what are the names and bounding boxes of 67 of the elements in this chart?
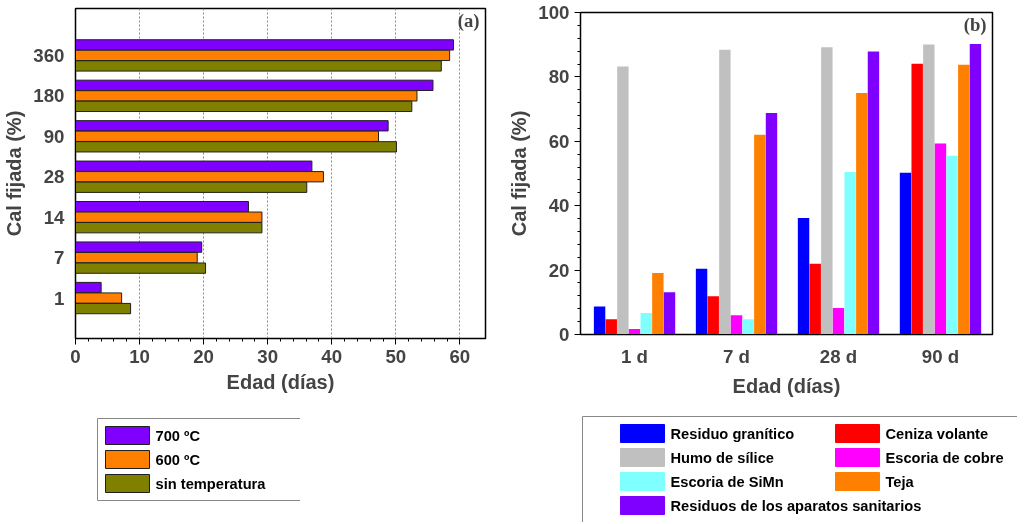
y-tick-label: 80 — [548, 66, 570, 88]
x-tick-label: 40 — [321, 345, 343, 367]
legend-label: 600 ºC — [155, 451, 201, 468]
bar — [765, 112, 778, 335]
x-tick-label: 30 — [257, 345, 279, 367]
x-tick-label: 90 d — [921, 345, 960, 367]
bar — [923, 44, 935, 335]
x-tick-label: 10 — [129, 345, 150, 367]
bar — [797, 217, 810, 335]
annotation: (a) — [457, 9, 480, 32]
x-tick-label: 28 d — [819, 345, 858, 367]
legend-label: Escoria de cobre — [885, 449, 1004, 466]
y-tick-label: 0 — [559, 324, 570, 345]
bar — [663, 292, 676, 335]
x-axis-title: Edad (días) — [732, 374, 841, 397]
bar — [856, 93, 868, 335]
bar — [958, 64, 970, 335]
y-tick-label: 40 — [548, 195, 570, 217]
bar — [719, 49, 731, 335]
bar — [832, 308, 845, 335]
legend-label: Ceniza volante — [885, 425, 989, 442]
bar — [821, 47, 833, 335]
bar — [593, 306, 606, 335]
bar — [640, 312, 652, 335]
y-tick-label: 360 — [33, 44, 65, 66]
x-tick-label: 50 — [385, 345, 407, 367]
y-tick-label: 100 — [538, 2, 570, 23]
y-tick-label: 180 — [33, 85, 65, 107]
y-tick-label: 28 — [43, 166, 65, 188]
legend-label: Escoria de SiMn — [670, 473, 784, 490]
bar — [730, 315, 743, 335]
y-tick-label: 7 — [54, 247, 65, 269]
x-tick-label: 7 d — [723, 345, 751, 367]
bar — [617, 66, 629, 335]
y-tick-label: 1 — [54, 287, 65, 309]
legend-label: Humo de sílice — [670, 449, 774, 466]
bar — [809, 263, 821, 335]
bar — [911, 63, 923, 335]
x-tick-label: 60 — [449, 345, 471, 367]
legend-label: Residuo granítico — [670, 425, 795, 442]
bar — [605, 319, 617, 335]
y-tick-label: 20 — [548, 259, 570, 281]
bar — [899, 172, 912, 335]
y-tick-label: 90 — [43, 125, 65, 147]
bar — [707, 296, 719, 335]
y-tick-label: 60 — [548, 130, 570, 152]
bar — [652, 273, 664, 335]
x-tick-label: 0 — [70, 345, 81, 367]
y-axis-title: Cal fijada (%) — [508, 110, 531, 237]
legend-label: Teja — [885, 473, 915, 490]
annotation: (b) — [963, 13, 987, 36]
bar — [934, 143, 947, 335]
bar — [695, 268, 708, 335]
legend-label: 700 ºC — [155, 427, 201, 444]
bar — [742, 319, 754, 335]
bar — [946, 155, 958, 335]
x-axis-title: Edad (días) — [226, 370, 335, 393]
bar — [969, 44, 982, 335]
bar — [867, 51, 880, 335]
bar — [754, 134, 766, 335]
y-axis-title: Cal fijada (%) — [3, 110, 26, 237]
x-tick-label: 1 d — [621, 345, 649, 367]
bar — [844, 171, 856, 335]
y-tick-label: 14 — [43, 206, 66, 228]
legend-label: Residuos de los aparatos sanitarios — [670, 497, 922, 514]
legend-label: sin temperatura — [155, 475, 267, 492]
x-tick-label: 20 — [193, 345, 215, 367]
